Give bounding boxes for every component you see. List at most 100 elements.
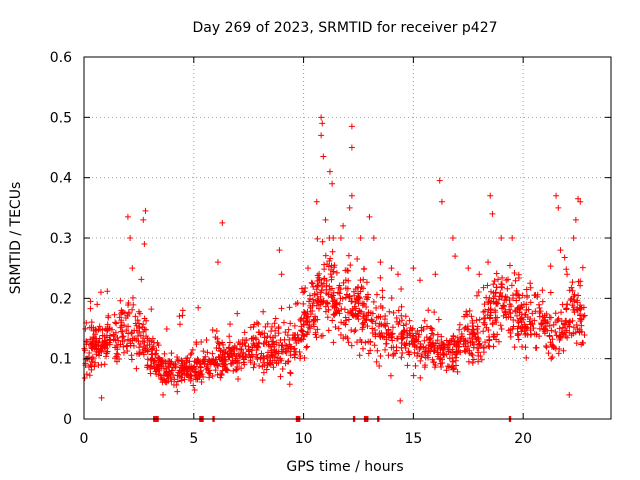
data-point xyxy=(193,341,200,348)
data-point xyxy=(95,352,102,359)
data-point xyxy=(288,344,295,351)
data-point xyxy=(191,387,198,394)
data-point xyxy=(555,315,562,322)
data-point xyxy=(184,365,191,372)
data-point xyxy=(220,360,227,367)
data-point xyxy=(564,301,571,308)
data-point xyxy=(356,352,363,359)
data-point xyxy=(570,306,577,313)
data-point xyxy=(344,335,351,342)
data-point xyxy=(523,286,530,293)
data-point xyxy=(146,341,153,348)
data-point xyxy=(157,375,164,382)
data-point xyxy=(437,360,444,367)
data-point xyxy=(557,335,564,342)
data-point xyxy=(193,359,200,366)
data-point xyxy=(504,285,511,292)
data-point xyxy=(421,337,428,344)
data-point xyxy=(134,333,141,340)
data-point xyxy=(428,330,435,337)
data-point xyxy=(571,291,578,298)
data-point xyxy=(348,327,355,334)
data-point xyxy=(195,370,202,377)
data-point xyxy=(234,310,241,317)
data-point xyxy=(348,192,355,199)
data-point xyxy=(548,355,555,362)
data-point xyxy=(337,331,344,338)
data-point xyxy=(386,308,393,315)
data-point xyxy=(560,347,567,354)
data-point xyxy=(474,334,481,341)
data-point xyxy=(348,144,355,151)
data-point xyxy=(497,322,504,329)
data-point xyxy=(542,326,549,333)
data-point xyxy=(517,316,524,323)
data-point xyxy=(103,350,110,357)
data-point xyxy=(224,367,231,374)
data-point xyxy=(469,352,476,359)
data-point xyxy=(260,369,267,376)
data-point xyxy=(551,344,558,351)
data-point xyxy=(395,307,402,314)
data-point xyxy=(454,368,461,375)
data-point xyxy=(578,322,585,329)
data-point xyxy=(403,321,410,328)
data-point xyxy=(336,310,343,317)
data-point xyxy=(319,283,326,290)
data-point xyxy=(231,342,238,349)
data-point xyxy=(429,341,436,348)
data-point xyxy=(209,327,216,334)
data-point xyxy=(354,339,360,346)
data-point xyxy=(292,337,299,344)
data-point xyxy=(395,271,402,278)
data-point xyxy=(513,290,520,297)
data-point xyxy=(192,358,199,365)
data-point xyxy=(319,120,326,127)
data-point xyxy=(462,324,469,331)
data-point xyxy=(456,343,463,350)
data-point xyxy=(495,296,502,303)
data-point xyxy=(286,336,293,343)
data-point xyxy=(440,346,447,353)
data-point xyxy=(425,350,432,357)
data-point xyxy=(445,348,452,355)
data-point xyxy=(578,341,585,348)
data-point xyxy=(144,335,151,342)
data-point xyxy=(476,341,483,348)
data-point xyxy=(536,304,543,311)
data-point xyxy=(82,325,89,332)
data-point xyxy=(336,282,343,289)
data-point xyxy=(92,359,99,366)
data-point xyxy=(485,306,492,313)
data-point xyxy=(233,366,240,373)
data-point xyxy=(133,365,140,372)
data-point xyxy=(144,362,151,369)
data-point xyxy=(363,279,370,286)
x-tick-label: 20 xyxy=(514,431,532,447)
data-point xyxy=(258,350,265,357)
data-point xyxy=(161,350,168,357)
data-point xyxy=(352,299,359,306)
data-point xyxy=(496,293,503,300)
data-point xyxy=(411,349,418,356)
data-point xyxy=(309,307,316,314)
data-point xyxy=(86,372,93,379)
data-point xyxy=(120,349,127,356)
data-point xyxy=(301,355,308,361)
data-point xyxy=(523,354,530,361)
data-point xyxy=(527,280,534,287)
data-point xyxy=(548,327,555,334)
data-point xyxy=(402,344,409,351)
data-point xyxy=(490,331,497,338)
data-point xyxy=(223,366,230,373)
data-point xyxy=(553,192,560,199)
data-point xyxy=(123,327,130,334)
data-point xyxy=(158,356,165,363)
data-point xyxy=(240,349,247,356)
data-point xyxy=(480,349,487,356)
data-point xyxy=(176,369,183,376)
data-point xyxy=(527,299,534,306)
data-point xyxy=(140,216,147,223)
data-point xyxy=(183,355,190,362)
data-point xyxy=(231,350,238,357)
